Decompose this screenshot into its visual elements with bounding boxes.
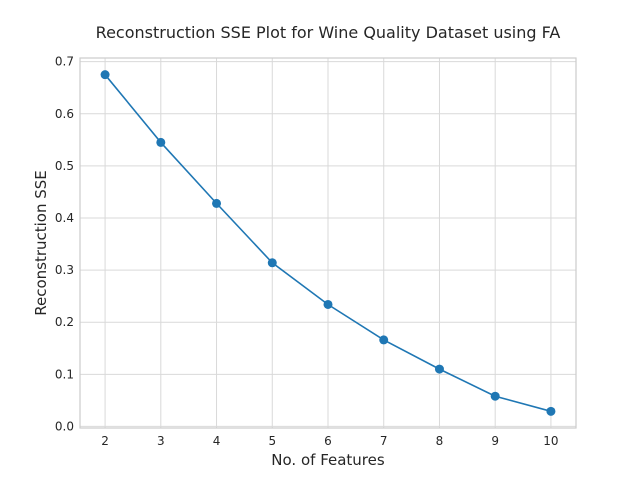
y-tick-label: 0.5 [55, 159, 74, 173]
x-tick-label: 4 [213, 434, 221, 448]
grid [80, 58, 576, 428]
x-tick-label: 5 [268, 434, 276, 448]
y-tick-label: 0.4 [55, 211, 74, 225]
x-tick-label: 9 [491, 434, 499, 448]
x-tick-labels: 2 3 4 5 6 7 8 9 10 [101, 434, 558, 448]
y-tick-label: 0.2 [55, 315, 74, 329]
x-tick-label: 3 [157, 434, 165, 448]
x-tick-label: 7 [380, 434, 388, 448]
x-tick-label: 6 [324, 434, 332, 448]
data-point [267, 258, 277, 268]
data-point [100, 70, 110, 80]
x-tick-label: 10 [543, 434, 558, 448]
y-tick-label: 0.3 [55, 263, 74, 277]
chart-title: Reconstruction SSE Plot for Wine Quality… [96, 23, 561, 42]
data-point [323, 299, 333, 309]
y-tick-label: 0.0 [55, 419, 74, 433]
data-point [546, 406, 556, 416]
data-point [156, 137, 166, 147]
data-point [434, 364, 444, 374]
data-points [100, 70, 556, 416]
y-tick-label: 0.7 [55, 55, 74, 69]
plot-frame [79, 57, 577, 429]
y-axis-label: Reconstruction SSE [32, 170, 50, 316]
x-axis-label: No. of Features [271, 451, 385, 469]
y-tick-label: 0.1 [55, 367, 74, 381]
y-tick-label: 0.6 [55, 107, 74, 121]
data-point [379, 335, 389, 345]
y-tick-labels: 0.0 0.1 0.2 0.3 0.4 0.5 0.6 0.7 [55, 55, 74, 434]
x-tick-label: 2 [101, 434, 109, 448]
data-point [490, 391, 500, 401]
x-tick-label: 8 [436, 434, 444, 448]
data-point [212, 198, 222, 208]
